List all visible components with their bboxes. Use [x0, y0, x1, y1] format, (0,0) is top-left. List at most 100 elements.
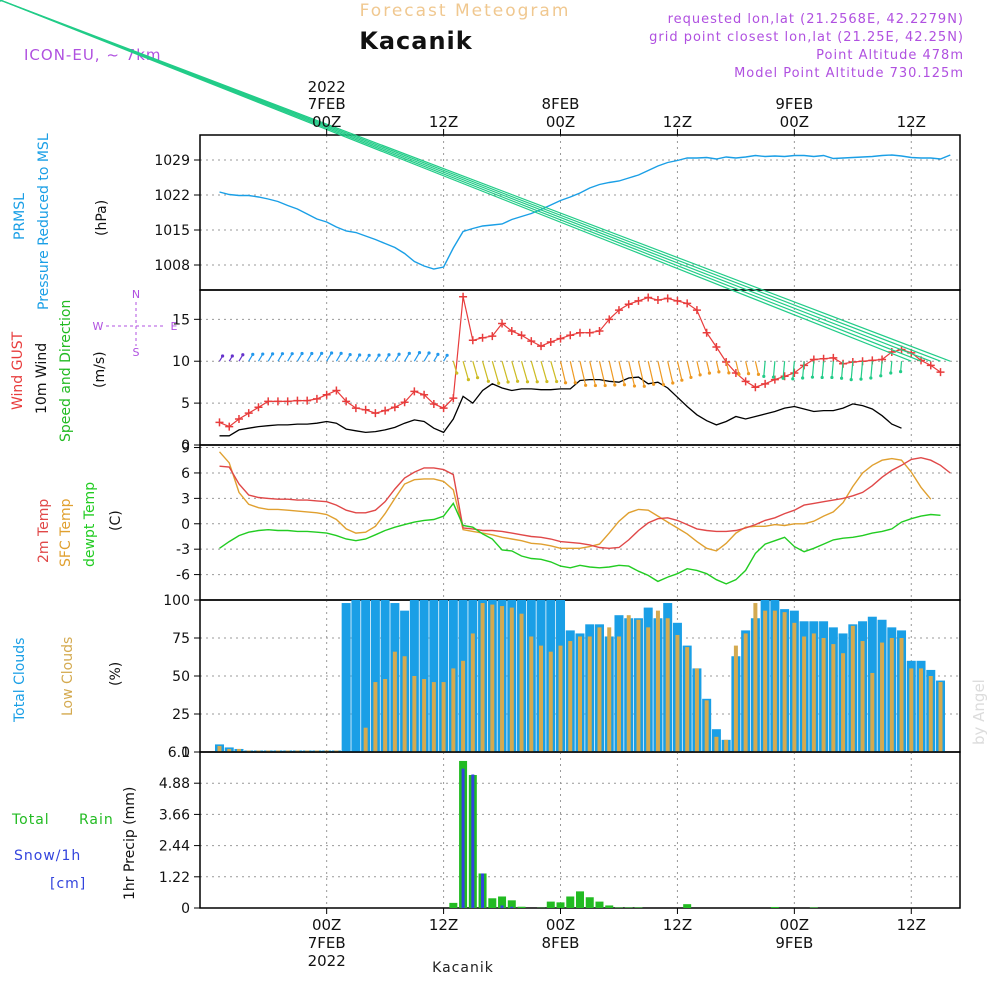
gust-marker [780, 372, 789, 381]
gust-marker [634, 296, 643, 305]
snow-unit-label: [cm] [50, 876, 86, 892]
low-cloud-bar [441, 682, 446, 752]
top-time-label: 00Z [780, 113, 809, 131]
y-tick-label: 3.66 [159, 807, 190, 823]
gust-marker [390, 403, 399, 412]
low-cloud-bar [889, 638, 894, 752]
rain-bar [546, 901, 555, 908]
rain-bar [498, 896, 507, 908]
model-altitude: Model Point Altitude 730.125m [734, 66, 964, 81]
wind-direction-arrow [811, 361, 815, 378]
low-cloud-bar [753, 603, 758, 752]
rain-bar [585, 897, 594, 908]
snow-bar [461, 768, 465, 908]
wind-direction-arrow [676, 361, 683, 381]
low-cloud-bar [412, 676, 417, 752]
gust-marker [244, 409, 253, 418]
low-cloud-bar [665, 618, 670, 752]
wind-direction-arrow [831, 361, 834, 378]
low-cloud-bar [480, 603, 485, 752]
wind-arrow-head [737, 372, 741, 376]
low-cloud-bar [870, 672, 875, 752]
precip-axis-label: 1hr Precip (mm) [122, 787, 138, 900]
low-cloud-bar [587, 636, 592, 752]
snow-label: Snow/1h [14, 848, 81, 864]
compass-south: S [133, 346, 140, 359]
y-tick-label: 5 [181, 396, 190, 412]
wind-arrow-head [515, 379, 520, 383]
y-tick-label: 9 [181, 441, 190, 457]
wind-arrow-head [407, 351, 411, 355]
low-cloud-bar [402, 656, 407, 752]
wind-direction-arrow [452, 361, 458, 374]
low-cloud-bar [772, 610, 777, 752]
gust-marker [420, 390, 429, 399]
cloud-labels: Total Clouds Low Clouds (%) [12, 637, 124, 723]
wind-arrow-head [717, 370, 721, 374]
gust-label: Wind GUST [10, 331, 26, 410]
gust-marker [381, 406, 390, 415]
y-tick-label: 6 [181, 466, 190, 482]
low-cloud-bar [714, 736, 719, 752]
low-cloud-bar [500, 606, 505, 752]
bottom-time-label: 12Z [663, 916, 692, 934]
top-date-label: 9FEB [775, 95, 813, 113]
wind-direction-arrow [598, 361, 606, 386]
gust-marker [507, 327, 516, 336]
wind-label: 10m Wind [34, 343, 50, 414]
low-cloud-bar [811, 633, 816, 752]
wind-direction-arrow [840, 361, 844, 379]
gust-marker [400, 398, 409, 407]
top-time-label: 12Z [429, 113, 458, 131]
y-tick-label: 1022 [154, 188, 190, 204]
wind-arrow-head [859, 377, 863, 381]
gust-marker [361, 405, 370, 414]
gust-marker [478, 333, 487, 342]
low-cloud-bar [451, 668, 456, 752]
y-tick-label: 0 [181, 745, 190, 761]
gust-marker [215, 418, 224, 427]
gust-marker [498, 319, 507, 328]
low-cloud-bar [529, 636, 534, 752]
low-cloud-bar [217, 745, 222, 752]
bottom-time-label: 12Z [429, 916, 458, 934]
wind-direction-arrow [569, 361, 576, 383]
top-time-label: 00Z [546, 113, 575, 131]
rain-bar [624, 907, 633, 908]
precipitation-panel: 0 1.22 2.44 3.66 4.88 6.1 [159, 745, 961, 917]
gust-marker [527, 337, 536, 346]
wind-direction-arrow [608, 361, 616, 386]
low-cloud-bar [373, 682, 378, 752]
prmsl-full-label: Pressure Reduced to MSL [36, 133, 52, 310]
wind-direction-arrow [792, 361, 795, 379]
gust-marker [673, 296, 682, 305]
temp-labels: 2m Temp SFC Temp dewpt Temp (C) [36, 482, 124, 567]
low-cloud-bar [266, 750, 271, 752]
wind-arrow-head [771, 375, 776, 379]
total-cloud-bar [370, 600, 380, 752]
low-cloud-bar [626, 615, 631, 752]
gust-marker [605, 315, 614, 324]
temp2m-line [219, 456, 951, 550]
wind-arrow-head [497, 381, 501, 385]
rain-bar [634, 907, 643, 908]
wind-arrow-head [889, 371, 893, 375]
temp2m-label: 2m Temp [36, 499, 52, 563]
gust-marker [546, 337, 555, 346]
wind-direction-arrow [754, 361, 760, 375]
wind-arrow-head [671, 381, 675, 385]
low-cloud-bar [763, 610, 768, 752]
wind-direction-arrow [413, 352, 421, 362]
low-cloud-bar [860, 641, 865, 752]
y-tick-label: 0 [181, 517, 190, 533]
low-cloud-bar [850, 625, 855, 752]
gust-marker [293, 396, 302, 405]
low-cloud-bar [880, 642, 885, 752]
low-cloud-bar [802, 636, 807, 752]
chart-title: Forecast Meteogram [360, 1, 571, 21]
low-cloud-bar [431, 682, 436, 752]
wind-arrow-head [0, 0, 2, 2]
wind-speed-line [219, 376, 902, 437]
wind-arrow-head [436, 352, 440, 357]
snow-bar [510, 906, 514, 908]
